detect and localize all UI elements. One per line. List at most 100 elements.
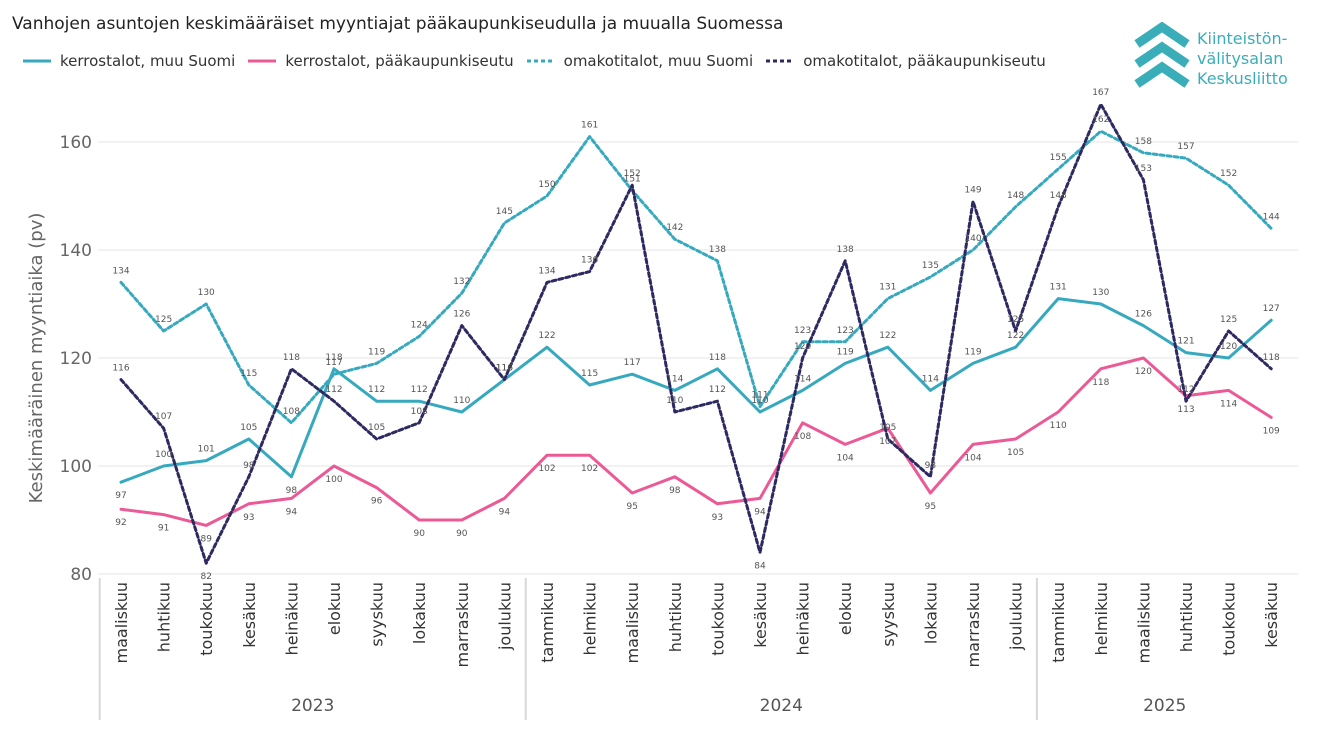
data-label: 152 bbox=[624, 169, 641, 179]
data-label: 126 bbox=[1135, 310, 1152, 320]
data-label: 167 bbox=[1092, 88, 1109, 98]
data-label: 121 bbox=[1177, 337, 1194, 347]
data-label: 125 bbox=[1220, 315, 1237, 325]
data-label: 94 bbox=[499, 507, 511, 517]
x-tick-label: tammikuu bbox=[1049, 582, 1068, 663]
year-label: 2024 bbox=[760, 696, 803, 716]
x-tick-label: tammikuu bbox=[538, 582, 557, 663]
legend-swatch bbox=[526, 59, 555, 63]
legend-item: omakotitalot, muu Suomi bbox=[526, 52, 754, 70]
legend-label: omakotitalot, pääkaupunkiseutu bbox=[803, 52, 1046, 70]
legend-item: kerrostalot, muu Suomi bbox=[22, 52, 235, 70]
data-label: 118 bbox=[1092, 378, 1109, 388]
legend-swatch bbox=[23, 59, 51, 63]
x-tick-label: heinäkuu bbox=[794, 582, 813, 655]
data-label: 116 bbox=[496, 364, 513, 374]
data-label: 112 bbox=[325, 385, 342, 395]
chart-legend: kerrostalot, muu Suomi kerrostalot, pääka… bbox=[22, 52, 1058, 70]
logo-line-1: Kiinteistön- bbox=[1197, 29, 1288, 48]
data-label: 135 bbox=[922, 261, 939, 271]
data-label: 94 bbox=[754, 507, 766, 517]
year-label: 2023 bbox=[291, 696, 334, 716]
logo-line-3: Keskusliitto bbox=[1197, 69, 1288, 88]
data-label: 108 bbox=[411, 407, 428, 417]
data-label: 127 bbox=[1263, 304, 1280, 314]
data-label: 134 bbox=[112, 266, 129, 276]
data-label: 116 bbox=[496, 364, 513, 374]
data-label: 157 bbox=[1177, 142, 1194, 152]
data-label: 94 bbox=[286, 507, 298, 517]
y-tick-label: 120 bbox=[60, 349, 92, 369]
data-label: 112 bbox=[709, 385, 726, 395]
data-label: 112 bbox=[411, 385, 428, 395]
data-label: 138 bbox=[709, 245, 726, 255]
data-label: 136 bbox=[581, 256, 598, 266]
legend-swatch bbox=[248, 59, 277, 63]
x-tick-label: toukokuu bbox=[197, 582, 216, 656]
data-label: 152 bbox=[1220, 169, 1237, 179]
data-label: 89 bbox=[200, 534, 212, 544]
data-label: 112 bbox=[368, 385, 385, 395]
data-label: 148 bbox=[1007, 191, 1024, 201]
data-label: 123 bbox=[837, 326, 854, 336]
x-tick-label: joulukuu bbox=[1007, 582, 1026, 651]
data-label: 138 bbox=[837, 245, 854, 255]
data-label: 97 bbox=[115, 491, 126, 501]
y-tick-label: 140 bbox=[60, 241, 92, 261]
data-label: 98 bbox=[669, 486, 681, 496]
data-label: 151 bbox=[624, 175, 641, 185]
data-label: 107 bbox=[879, 437, 896, 447]
x-tick-label: toukokuu bbox=[708, 582, 727, 656]
data-label: 113 bbox=[1177, 405, 1194, 415]
data-label: 105 bbox=[240, 423, 257, 433]
data-label: 116 bbox=[112, 364, 129, 374]
data-label: 96 bbox=[371, 497, 383, 507]
data-label: 130 bbox=[1092, 288, 1109, 298]
data-label: 98 bbox=[286, 486, 298, 496]
x-tick-label: syyskuu bbox=[368, 582, 387, 647]
data-label: 123 bbox=[794, 326, 811, 336]
data-label: 108 bbox=[283, 407, 300, 417]
data-label: 140 bbox=[964, 234, 981, 244]
data-label: 153 bbox=[1135, 164, 1152, 174]
legend-swatch bbox=[766, 59, 795, 63]
data-label: 122 bbox=[879, 331, 896, 341]
data-label: 114 bbox=[794, 374, 811, 384]
x-tick-label: helmikuu bbox=[1092, 582, 1111, 656]
x-tick-label: lokakuu bbox=[410, 582, 429, 644]
data-label: 102 bbox=[538, 464, 555, 474]
x-tick-label: syyskuu bbox=[879, 582, 898, 647]
data-label: 110 bbox=[751, 396, 768, 406]
year-label: 2025 bbox=[1143, 696, 1186, 716]
data-label: 126 bbox=[453, 310, 470, 320]
data-label: 104 bbox=[964, 453, 981, 463]
data-label: 90 bbox=[456, 529, 468, 539]
data-label: 109 bbox=[1263, 426, 1280, 436]
x-tick-label: kesäkuu bbox=[1262, 582, 1281, 648]
data-label: 118 bbox=[325, 353, 342, 363]
data-label: 161 bbox=[581, 121, 598, 131]
data-label: 118 bbox=[1263, 353, 1280, 363]
data-label: 95 bbox=[626, 502, 637, 512]
data-label: 114 bbox=[922, 374, 939, 384]
legend-label: kerrostalot, pääkaupunkiseutu bbox=[285, 52, 514, 70]
x-tick-label: kesäkuu bbox=[751, 582, 770, 648]
y-tick-label: 80 bbox=[70, 565, 92, 585]
y-tick-label: 100 bbox=[60, 457, 92, 477]
data-label: 117 bbox=[624, 358, 641, 368]
data-label: 124 bbox=[411, 320, 428, 330]
logo-text: Kiinteistön- välitysalan Keskusliitto bbox=[1197, 29, 1288, 89]
x-tick-label: elokuu bbox=[836, 582, 855, 635]
legend-item: kerrostalot, pääkaupunkiseutu bbox=[247, 52, 514, 70]
data-label: 130 bbox=[198, 288, 215, 298]
legend-label: kerrostalot, muu Suomi bbox=[60, 52, 236, 70]
data-label: 150 bbox=[538, 180, 555, 190]
data-label: 107 bbox=[155, 412, 172, 422]
x-tick-label: joulukuu bbox=[495, 582, 514, 651]
series-line bbox=[119, 356, 1273, 527]
data-label: 105 bbox=[1007, 448, 1024, 458]
data-label: 93 bbox=[243, 513, 254, 523]
legend-label: omakotitalot, muu Suomi bbox=[563, 52, 754, 70]
x-tick-label: huhtikuu bbox=[666, 582, 685, 652]
y-tick-label: 160 bbox=[60, 133, 92, 153]
